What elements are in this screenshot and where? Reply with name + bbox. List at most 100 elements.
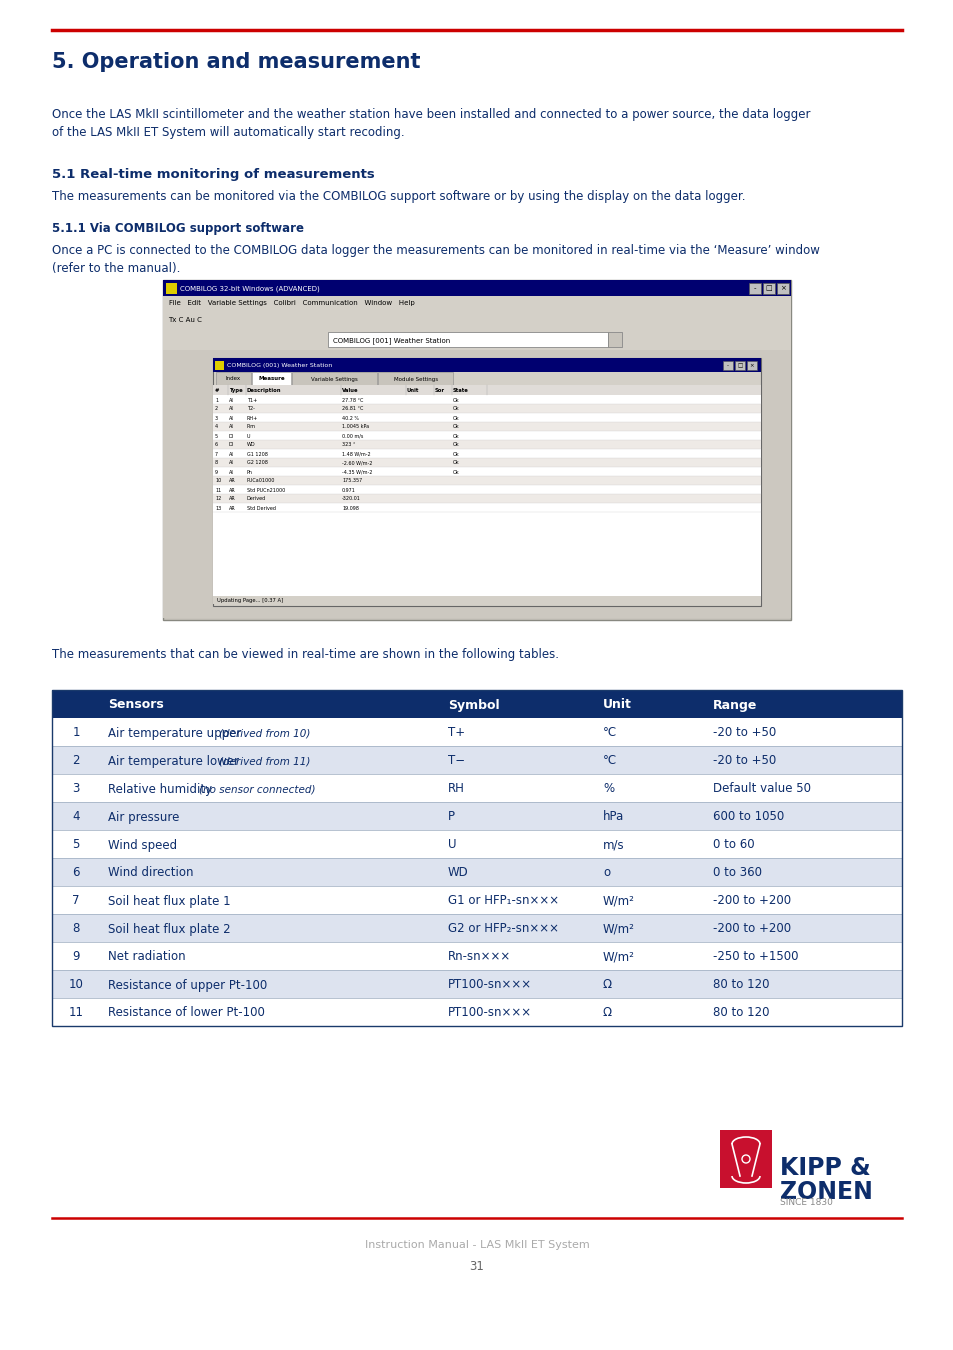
Bar <box>328 332 607 347</box>
Text: 6: 6 <box>72 867 80 879</box>
Text: Air temperature lower: Air temperature lower <box>108 755 242 768</box>
Bar <box>213 431 760 440</box>
Text: Std PUCn21000: Std PUCn21000 <box>247 487 285 493</box>
Text: Wind speed: Wind speed <box>108 838 177 852</box>
Text: 19.098: 19.098 <box>341 505 358 510</box>
Text: -200 to +200: -200 to +200 <box>712 922 790 936</box>
Text: 1: 1 <box>214 397 218 402</box>
Text: Resistance of lower Pt-100: Resistance of lower Pt-100 <box>108 1007 265 1019</box>
Bar <box>163 310 790 329</box>
Text: 175.357: 175.357 <box>341 478 362 483</box>
Text: Ok: Ok <box>453 433 459 439</box>
Text: -250 to +1500: -250 to +1500 <box>712 950 798 964</box>
Bar <box>213 385 760 396</box>
Text: Relative humidity: Relative humidity <box>108 783 215 795</box>
Text: T−: T− <box>448 755 465 768</box>
Text: 27.78 °C: 27.78 °C <box>341 397 363 402</box>
Text: Sensors: Sensors <box>108 698 164 711</box>
Text: 11: 11 <box>214 487 221 493</box>
Text: Description: Description <box>247 387 281 393</box>
Text: ×: × <box>749 363 754 369</box>
Bar <box>52 998 901 1026</box>
Bar <box>214 360 224 370</box>
Text: Air temperature upper: Air temperature upper <box>108 726 245 740</box>
Bar <box>166 284 177 294</box>
Text: 9: 9 <box>214 470 218 474</box>
Text: 1: 1 <box>72 726 80 740</box>
Text: AI: AI <box>229 451 233 456</box>
Bar <box>213 385 760 595</box>
Text: Index: Index <box>226 377 241 382</box>
Text: Tx C Au C: Tx C Au C <box>168 317 202 324</box>
Bar <box>762 284 774 294</box>
Text: Module Settings: Module Settings <box>394 377 437 382</box>
Bar <box>607 332 621 347</box>
Bar <box>213 494 760 504</box>
Text: Ok: Ok <box>453 460 459 466</box>
Text: 0.971: 0.971 <box>341 487 355 493</box>
Text: AR: AR <box>229 505 235 510</box>
Text: Range: Range <box>712 698 757 711</box>
Text: U: U <box>448 838 456 852</box>
Text: State: State <box>453 387 468 393</box>
Text: W/m²: W/m² <box>602 922 634 936</box>
Text: 5: 5 <box>214 433 218 439</box>
Text: 4: 4 <box>72 810 80 824</box>
Text: □: □ <box>737 363 741 369</box>
Text: -20 to +50: -20 to +50 <box>712 755 776 768</box>
Text: Wind direction: Wind direction <box>108 867 193 879</box>
Text: 5: 5 <box>72 838 80 852</box>
Text: (derived from 10): (derived from 10) <box>219 728 310 738</box>
Text: RH+: RH+ <box>247 416 258 420</box>
Text: The measurements that can be viewed in real-time are shown in the following tabl: The measurements that can be viewed in r… <box>52 648 558 662</box>
Bar <box>52 774 901 802</box>
Text: AI: AI <box>229 470 233 474</box>
Bar <box>776 284 788 294</box>
Text: ZONEN: ZONEN <box>780 1180 872 1204</box>
Bar <box>213 413 760 423</box>
Text: 2: 2 <box>214 406 218 412</box>
Text: (derived from 11): (derived from 11) <box>219 756 310 765</box>
Text: 1.48 W/m-2: 1.48 W/m-2 <box>341 451 370 456</box>
Text: 323 °: 323 ° <box>341 443 355 447</box>
Text: Ok: Ok <box>453 424 459 429</box>
Text: m/s: m/s <box>602 838 624 852</box>
Text: 80 to 120: 80 to 120 <box>712 979 769 991</box>
Text: Value: Value <box>341 387 358 393</box>
Text: U: U <box>247 433 251 439</box>
Bar <box>52 747 901 774</box>
Text: T1+: T1+ <box>247 397 257 402</box>
Bar <box>213 396 760 404</box>
Text: Ok: Ok <box>453 451 459 456</box>
Text: G1 or HFP₁-sn×××: G1 or HFP₁-sn××× <box>448 895 558 907</box>
Text: □: □ <box>765 285 772 292</box>
Text: 8: 8 <box>214 460 218 466</box>
Bar <box>215 373 251 385</box>
Bar <box>163 279 790 620</box>
Bar <box>213 358 760 373</box>
Bar <box>52 718 901 747</box>
Text: Ok: Ok <box>453 397 459 402</box>
Bar <box>163 350 790 618</box>
Bar <box>52 886 901 914</box>
Text: AI: AI <box>229 397 233 402</box>
Text: -320.01: -320.01 <box>341 497 360 501</box>
Text: AI: AI <box>229 424 233 429</box>
Text: Ω: Ω <box>602 1007 612 1019</box>
Bar <box>52 971 901 998</box>
Text: AR: AR <box>229 478 235 483</box>
Text: COMBILOG (001) Weather Station: COMBILOG (001) Weather Station <box>227 363 332 369</box>
Bar <box>52 830 901 859</box>
Text: -20 to +50: -20 to +50 <box>712 726 776 740</box>
Text: 6: 6 <box>214 443 218 447</box>
Text: Once a PC is connected to the COMBILOG data logger the measurements can be monit: Once a PC is connected to the COMBILOG d… <box>52 244 819 275</box>
Text: Unit: Unit <box>602 698 631 711</box>
Text: 3: 3 <box>214 416 218 420</box>
Bar <box>52 942 901 971</box>
Text: 3: 3 <box>72 783 80 795</box>
Text: 13: 13 <box>214 505 221 510</box>
Text: The measurements can be monitored via the COMBILOG support software or by using : The measurements can be monitored via th… <box>52 190 744 202</box>
Text: 0 to 60: 0 to 60 <box>712 838 754 852</box>
Bar <box>734 360 744 370</box>
Text: T+: T+ <box>448 726 465 740</box>
